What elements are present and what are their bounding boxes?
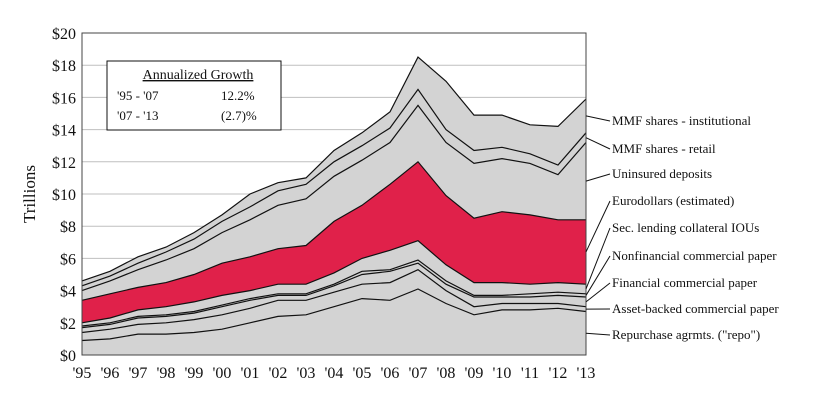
y-tick-label: $8 bbox=[60, 219, 76, 236]
growth-annotation-box: Annualized Growth '95 - '07 12.2% '07 - … bbox=[106, 60, 282, 131]
x-tick-label: '03 bbox=[297, 365, 316, 382]
y-tick-label: $20 bbox=[52, 26, 76, 43]
x-tick-label: '13 bbox=[577, 365, 596, 382]
series-boundary-lines bbox=[81, 56, 587, 342]
area-2 bbox=[82, 263, 586, 333]
annotation-period-2: '07 - '13 bbox=[117, 108, 159, 123]
area-0 bbox=[82, 289, 586, 355]
annotation-rate-2: (2.7)% bbox=[221, 108, 257, 123]
x-tick-label: '11 bbox=[521, 365, 539, 382]
label-leader-line bbox=[585, 173, 611, 182]
series-label: Sec. lending collateral IOUs bbox=[612, 220, 759, 235]
x-tick-label: '12 bbox=[549, 365, 568, 382]
series-label: MMF shares - retail bbox=[612, 141, 716, 156]
series-line-4 bbox=[81, 240, 587, 324]
x-tick-label: '08 bbox=[437, 365, 456, 382]
y-tick-label: $18 bbox=[52, 58, 76, 75]
series-label: Financial commercial paper bbox=[612, 275, 758, 290]
area-4 bbox=[82, 240, 586, 326]
annotation-rate-1: 12.2% bbox=[221, 88, 255, 103]
x-axis-ticks: '95 '96 '97 '98 '99 '00 '01 '02 '03 '04 '05 '06 '07 '… bbox=[73, 365, 596, 382]
series-line-1 bbox=[81, 269, 587, 334]
series-line-2 bbox=[81, 262, 587, 329]
y-tick-label: $0 bbox=[60, 348, 76, 365]
x-tick-label: '01 bbox=[241, 365, 260, 382]
y-tick-label: $16 bbox=[52, 90, 76, 107]
x-tick-label: '09 bbox=[465, 365, 484, 382]
area-1 bbox=[82, 269, 586, 341]
x-tick-label: '98 bbox=[157, 365, 176, 382]
series-line-3 bbox=[81, 259, 587, 327]
y-tick-label: $12 bbox=[52, 155, 76, 172]
series-labels: Repurchase agrmts. ("repo") Asset-backed … bbox=[585, 113, 779, 342]
series-label: Nonfinancial commercial paper bbox=[612, 248, 777, 263]
label-leader-line bbox=[585, 255, 611, 296]
x-tick-label: '99 bbox=[185, 365, 204, 382]
x-tick-label: '97 bbox=[129, 365, 148, 382]
x-tick-label: '95 bbox=[73, 365, 92, 382]
y-tick-label: $2 bbox=[60, 316, 76, 333]
x-tick-label: '04 bbox=[325, 365, 344, 382]
series-line-0 bbox=[81, 288, 587, 342]
area-6 bbox=[82, 105, 586, 301]
x-tick-label: '07 bbox=[409, 365, 428, 382]
x-tick-label: '00 bbox=[213, 365, 232, 382]
y-tick-label: $14 bbox=[52, 123, 76, 140]
series-label: MMF shares - institutional bbox=[612, 113, 751, 128]
series-label: Eurodollars (estimated) bbox=[612, 193, 734, 208]
series-label: Asset-backed commercial paper bbox=[612, 301, 779, 316]
series-line-7 bbox=[81, 88, 587, 287]
y-axis-label: Trillions bbox=[20, 165, 39, 223]
series-label: Repurchase agrmts. ("repo") bbox=[612, 327, 760, 342]
x-tick-label: '96 bbox=[101, 365, 120, 382]
series-line-5 bbox=[81, 160, 586, 301]
y-axis-ticks: $0 $2 $4 $6 $8 $10 $12 $14 $16 $18 $20 bbox=[52, 26, 76, 365]
label-leader-line bbox=[585, 137, 611, 150]
plot-frame bbox=[81, 32, 587, 356]
label-leader-line bbox=[585, 282, 611, 303]
series-line-8 bbox=[81, 56, 587, 282]
x-tick-label: '05 bbox=[353, 365, 372, 382]
label-leader-line bbox=[585, 200, 611, 253]
series-label: Uninsured deposits bbox=[612, 166, 712, 181]
label-leader-line bbox=[585, 115, 611, 122]
label-leader-line bbox=[585, 227, 611, 290]
annotation-period-1: '95 - '07 bbox=[117, 88, 159, 103]
y-tick-label: $4 bbox=[60, 284, 76, 301]
y-tick-label: $6 bbox=[60, 251, 76, 268]
label-leader-line bbox=[585, 332, 611, 336]
y-tick-label: $10 bbox=[52, 187, 76, 204]
x-tick-label: '06 bbox=[381, 365, 400, 382]
series-line-6 bbox=[81, 104, 587, 292]
area-8 bbox=[82, 57, 586, 286]
x-tick-label: '10 bbox=[493, 365, 512, 382]
area-5 bbox=[82, 161, 586, 323]
x-tick-label: '02 bbox=[269, 365, 288, 382]
annotation-title: Annualized Growth bbox=[143, 68, 254, 83]
